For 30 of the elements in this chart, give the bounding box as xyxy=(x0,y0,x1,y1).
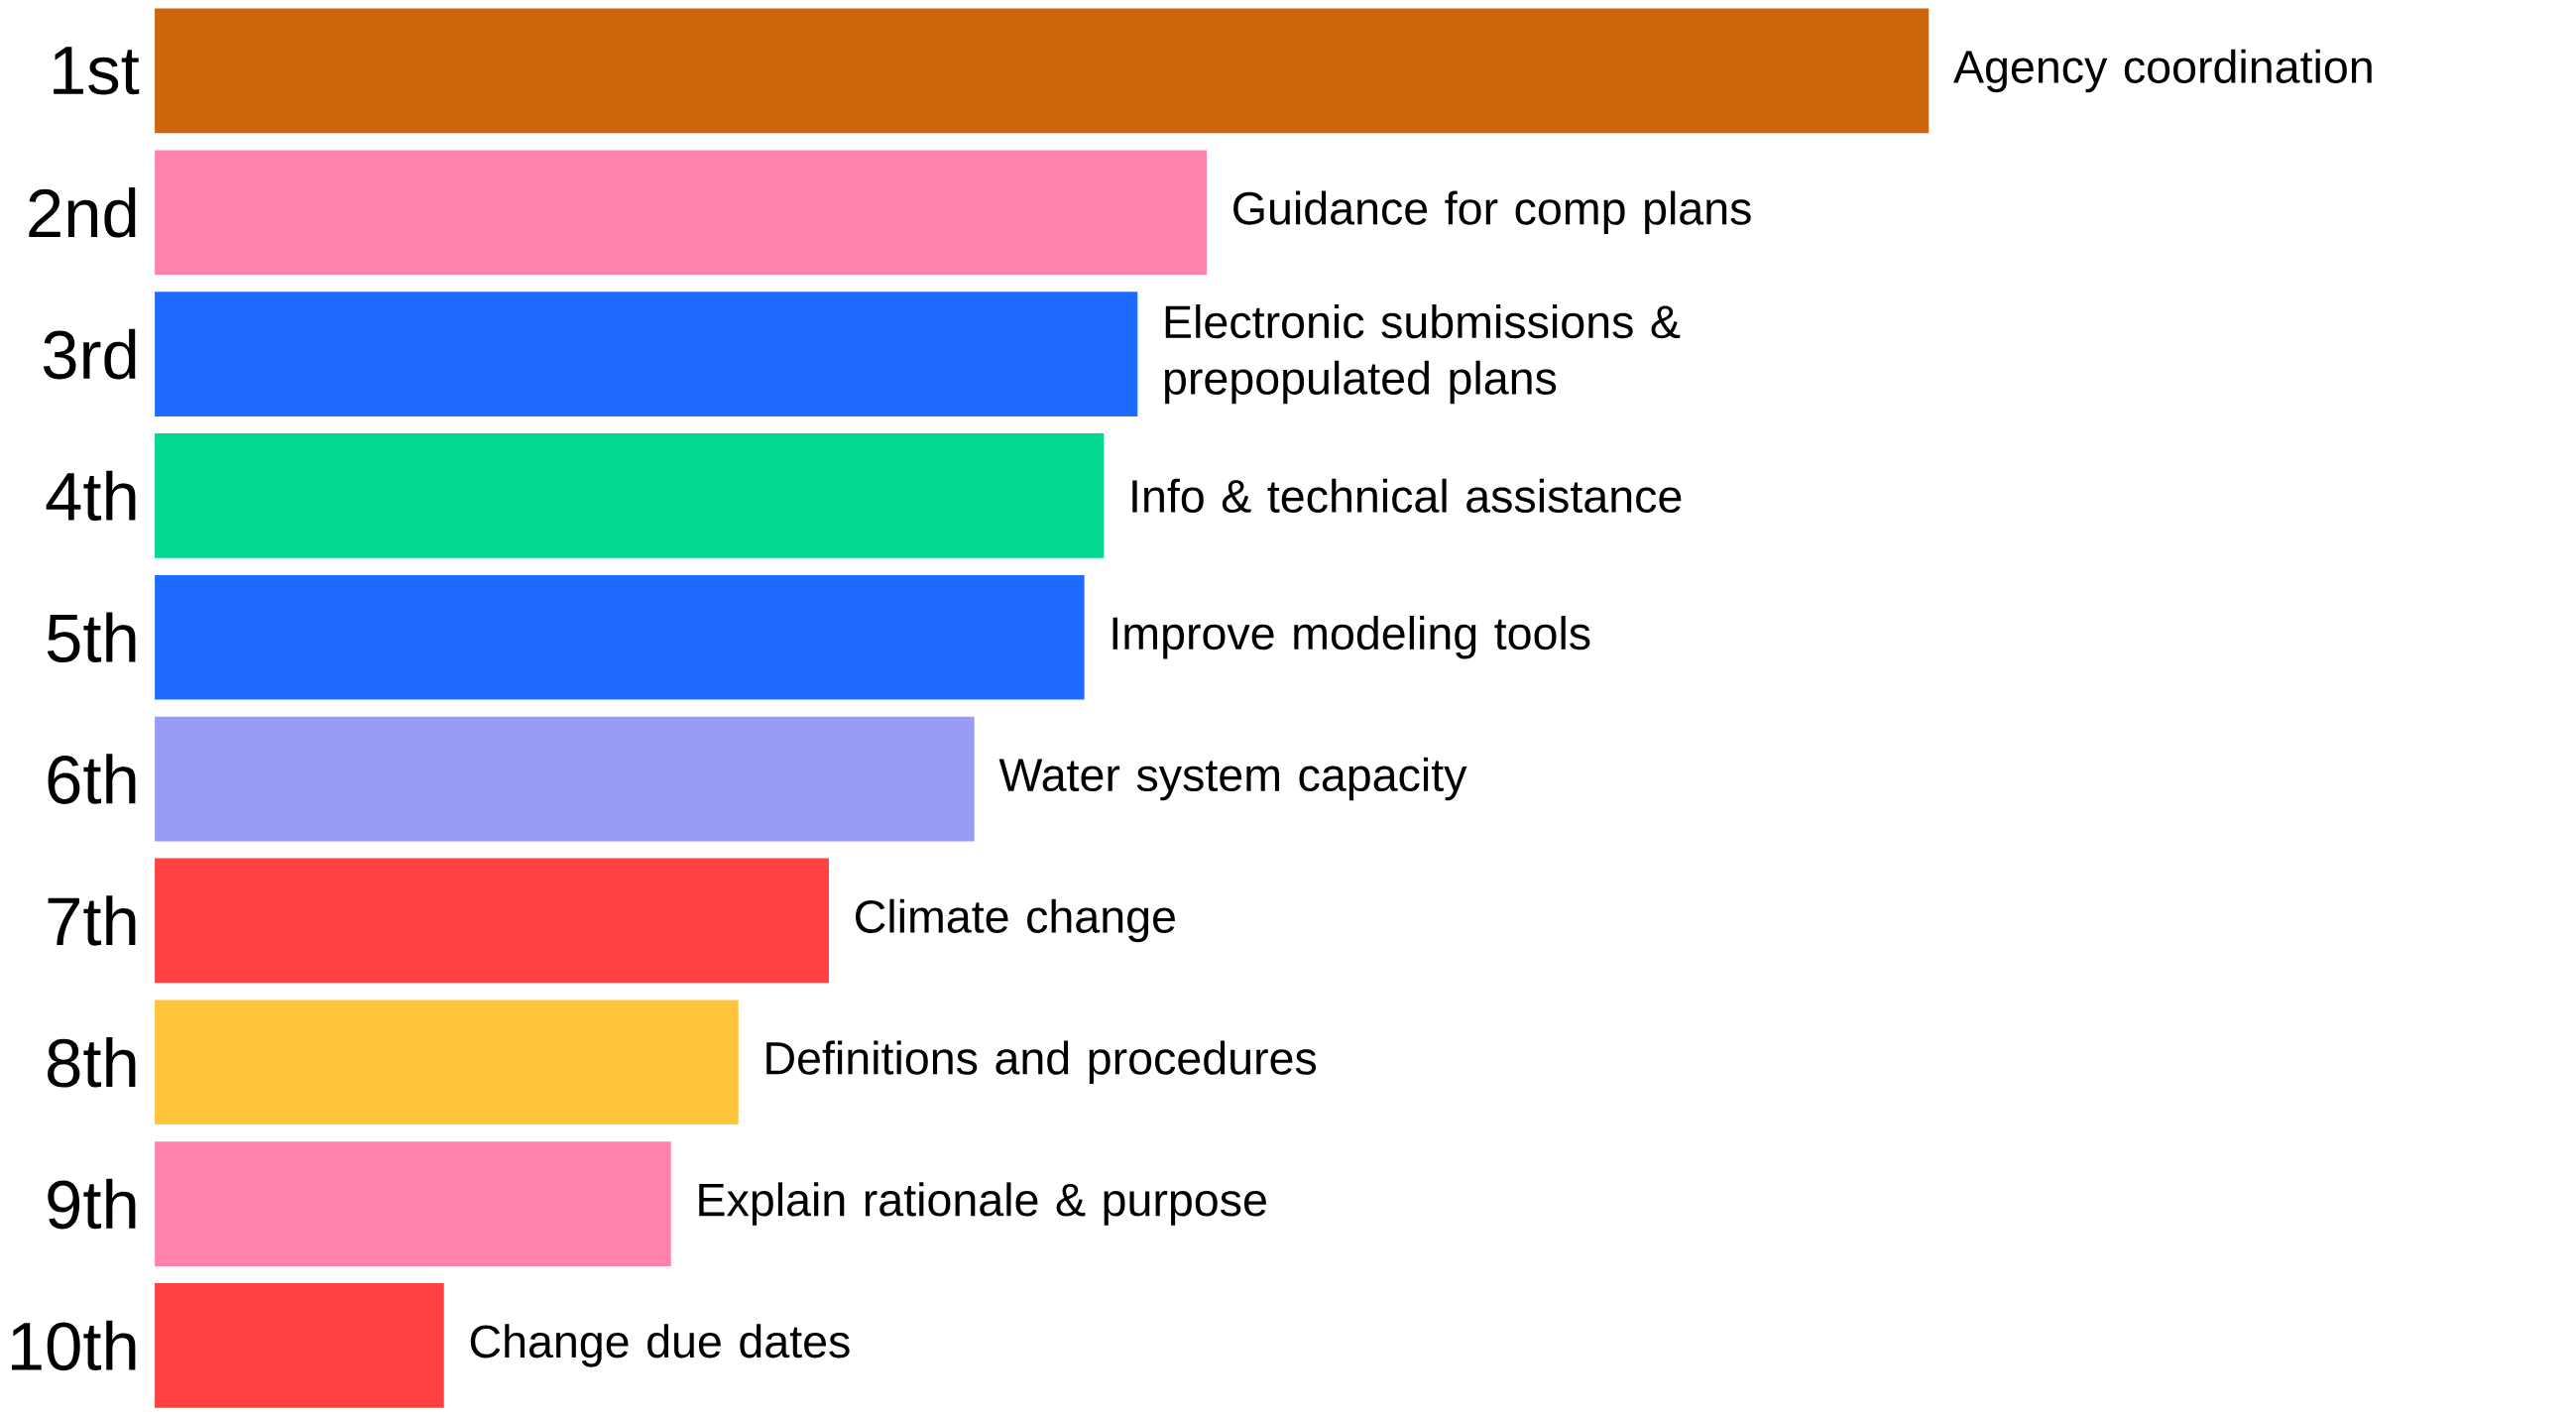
bar xyxy=(155,8,1930,134)
annotation: Guidance for comp plans xyxy=(1233,190,1751,234)
y-tick-label: 10th xyxy=(12,1320,136,1371)
y-tick-label: 7th xyxy=(48,895,136,946)
bar xyxy=(155,432,1105,558)
y-tick-label: 4th xyxy=(46,470,136,521)
y-tick-label: 2nd xyxy=(29,186,136,238)
annotation: Agency coordination xyxy=(1953,49,2372,92)
bar xyxy=(155,574,1085,700)
y-tick-label: 9th xyxy=(48,1178,136,1230)
y-tick-label: 3rd xyxy=(43,328,136,380)
bar xyxy=(155,858,829,984)
bar xyxy=(155,1141,671,1266)
y-tick-label: 8th xyxy=(48,1036,136,1088)
bar xyxy=(155,716,975,842)
annotation: Improve modeling tools xyxy=(1112,615,1590,659)
annotation: Info & technical assistance xyxy=(1132,478,1682,513)
annotation: Electronic submissions & prepopulated plans xyxy=(1165,303,1681,404)
annotation: Climate change xyxy=(856,898,1175,942)
annotation: Definitions and procedures xyxy=(766,1040,1317,1084)
annotation: Water system capacity xyxy=(998,757,1467,801)
bar xyxy=(155,292,1138,416)
annotation: Change due dates xyxy=(470,1324,850,1367)
bar xyxy=(155,1282,444,1408)
y-tick-label: 5th xyxy=(47,612,136,662)
y-tick-label: 1st xyxy=(54,47,140,95)
bar xyxy=(155,150,1208,275)
annotation: Explain rationale & purpose xyxy=(699,1182,1266,1226)
bar xyxy=(155,1000,739,1124)
y-tick-label: 6th xyxy=(48,754,136,804)
